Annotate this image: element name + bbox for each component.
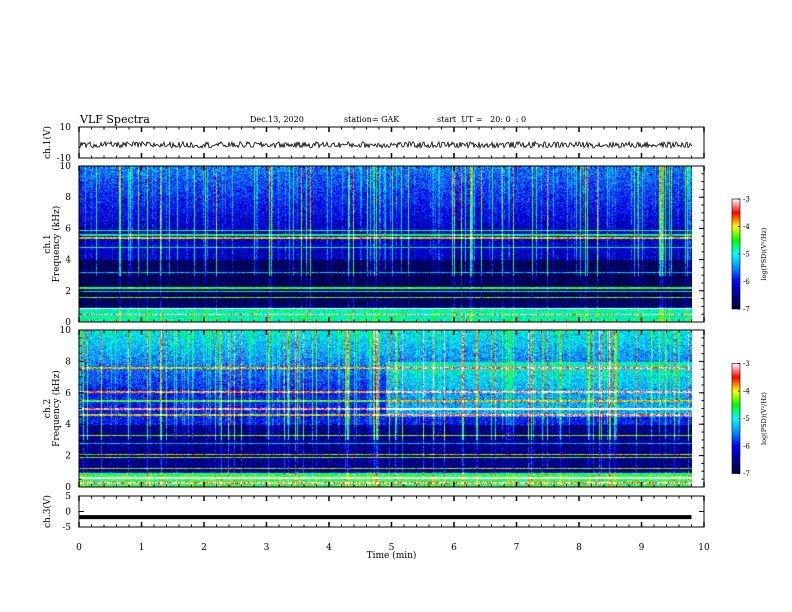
colorbar-1-tick-label: -4 xyxy=(743,223,750,231)
spec1-ytick-label: 10 xyxy=(60,162,72,172)
ch2-channel-label: ch.2 xyxy=(43,399,53,418)
spec2-ytick-label: 0 xyxy=(65,483,71,493)
x-tick-label: 0 xyxy=(76,543,82,553)
x-axis-label: Time (min) xyxy=(367,550,417,561)
spec2-ytick-label: 2 xyxy=(65,452,71,462)
ch3-ylabel: ch.3(V) xyxy=(42,495,53,528)
spec1-ytick-label: 8 xyxy=(65,193,71,203)
spectrogram-image-2 xyxy=(79,330,692,487)
colorbar-2-tick-label: -6 xyxy=(743,443,750,451)
colorbar-2-tick-label: -7 xyxy=(743,470,750,478)
colorbar-1-tick-label: -5 xyxy=(743,251,750,259)
colorbar-1-tick-label: -6 xyxy=(743,278,750,286)
date-label: Dec.13, 2020 xyxy=(250,115,304,124)
start-time-label: start UT = 20: 0 : 0 xyxy=(437,115,527,124)
colorbar-2-tick-label: -5 xyxy=(743,415,750,423)
x-tick-label: 1 xyxy=(139,543,145,553)
spec1-ytick-label: 0 xyxy=(65,318,71,328)
ch1-trace xyxy=(78,140,693,150)
spec2-ytick-label: 8 xyxy=(65,357,71,367)
spec2-ytick-label: 4 xyxy=(65,420,71,430)
colorbar-2-label: log(PSD)(V²/Hz) xyxy=(760,392,768,445)
x-tick-label: 4 xyxy=(326,543,332,553)
ch1-ylabel: ch.1(V) xyxy=(42,126,53,159)
x-tick-label: 5 xyxy=(389,543,395,553)
station-label: station= GAK xyxy=(344,115,400,124)
x-tick-label: 8 xyxy=(576,543,582,553)
colorbar-1-tick-label: -7 xyxy=(743,306,750,314)
ch1-ytick-label: -10 xyxy=(57,154,72,164)
colorbar-2-tick-label: -4 xyxy=(743,388,750,396)
ch1-channel-label: ch.1 xyxy=(43,234,53,253)
spec2-ytick-label: 10 xyxy=(60,326,72,336)
ch3-ytick-label: 5 xyxy=(65,492,71,502)
colorbar-1-label: log(PSD)(V²/Hz) xyxy=(760,227,768,280)
x-tick-label: 7 xyxy=(514,543,520,553)
x-tick-label: 10 xyxy=(698,543,710,553)
x-tick-label: 6 xyxy=(451,543,457,553)
spec1-ytick-label: 2 xyxy=(65,287,71,297)
colorbar-1-tick-label: -3 xyxy=(743,196,750,204)
x-tick-label: 3 xyxy=(264,543,270,553)
x-tick-label: 2 xyxy=(201,543,207,553)
spec1-ytick-label: 6 xyxy=(65,224,71,234)
spec2-ytick-label: 6 xyxy=(65,389,71,399)
spectrogram-image-1 xyxy=(79,166,692,322)
chart-title: VLF Spectra xyxy=(80,113,150,126)
ch1-ytick-label: 10 xyxy=(60,123,72,133)
x-tick-label: 9 xyxy=(639,543,645,553)
colorbar-2-tick-label: -3 xyxy=(743,360,750,368)
ch1-ylabel-freq: Frequency (kHz) xyxy=(51,206,62,283)
spec1-ytick-label: 4 xyxy=(65,256,71,266)
ch3-ytick-label: -5 xyxy=(62,523,71,533)
ch3-ytick-label: 0 xyxy=(65,508,71,518)
ch2-ylabel-freq: Frequency (kHz) xyxy=(51,370,62,447)
